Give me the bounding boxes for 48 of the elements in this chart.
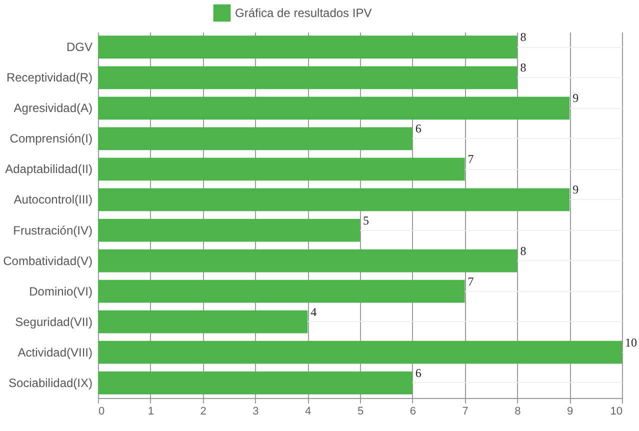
data-label: 4: [310, 304, 317, 319]
bar: [98, 36, 518, 59]
x-tick-label: 6: [410, 406, 416, 418]
bar: [98, 371, 412, 394]
x-tick-label: 4: [305, 406, 312, 418]
x-tick-label: 8: [514, 406, 521, 418]
y-tick-label: Agresividad(A): [14, 101, 92, 116]
data-label: 9: [572, 182, 579, 197]
bar: [98, 340, 622, 364]
data-label: 8: [520, 60, 526, 75]
bar: [98, 66, 518, 90]
bar: [98, 96, 570, 120]
bar: [98, 158, 465, 181]
x-tick-label: 3: [252, 406, 259, 418]
bar: [98, 249, 518, 272]
y-tick-label: Comprensión(I): [10, 132, 92, 146]
bar: [98, 310, 308, 334]
y-tick-label: DGV: [66, 40, 92, 54]
x-tick-label: 9: [567, 406, 574, 418]
x-tick-label: 7: [462, 406, 468, 418]
data-label: 7: [468, 152, 474, 166]
data-label: 8: [520, 244, 526, 258]
y-tick-label: Actividad(VIII): [18, 345, 92, 360]
bar: [98, 127, 412, 150]
bar: [98, 218, 360, 242]
bar: [98, 188, 570, 212]
data-label: 10: [625, 335, 637, 350]
data-label: 8: [520, 30, 526, 44]
legend-label: Gráfica de resultados IPV: [235, 6, 372, 20]
bar: [98, 280, 465, 303]
y-tick-label: Combatividad(V): [3, 254, 92, 268]
y-tick-label: Sociabilidad(IX): [8, 376, 92, 390]
x-tick-label: 5: [357, 406, 364, 418]
y-tick-label: Frustración(IV): [13, 223, 92, 238]
data-label: 5: [363, 213, 369, 228]
data-label: 6: [415, 122, 422, 136]
y-tick-label: Receptividad(R): [6, 70, 92, 85]
y-tick-label: Dominio(VI): [29, 284, 92, 298]
data-label: 7: [468, 274, 474, 288]
y-tick-label: Adaptabilidad(II): [5, 162, 92, 176]
data-label: 9: [572, 91, 579, 106]
y-tick-label: Autocontrol(III): [14, 192, 92, 207]
x-tick-label: 10: [610, 406, 622, 418]
x-tick-label: 0: [98, 406, 105, 418]
data-label: 6: [415, 366, 422, 380]
y-tick-label: Seguridad(VII): [15, 314, 92, 329]
x-tick-label: 2: [200, 406, 206, 418]
x-tick-label: 1: [148, 406, 154, 418]
